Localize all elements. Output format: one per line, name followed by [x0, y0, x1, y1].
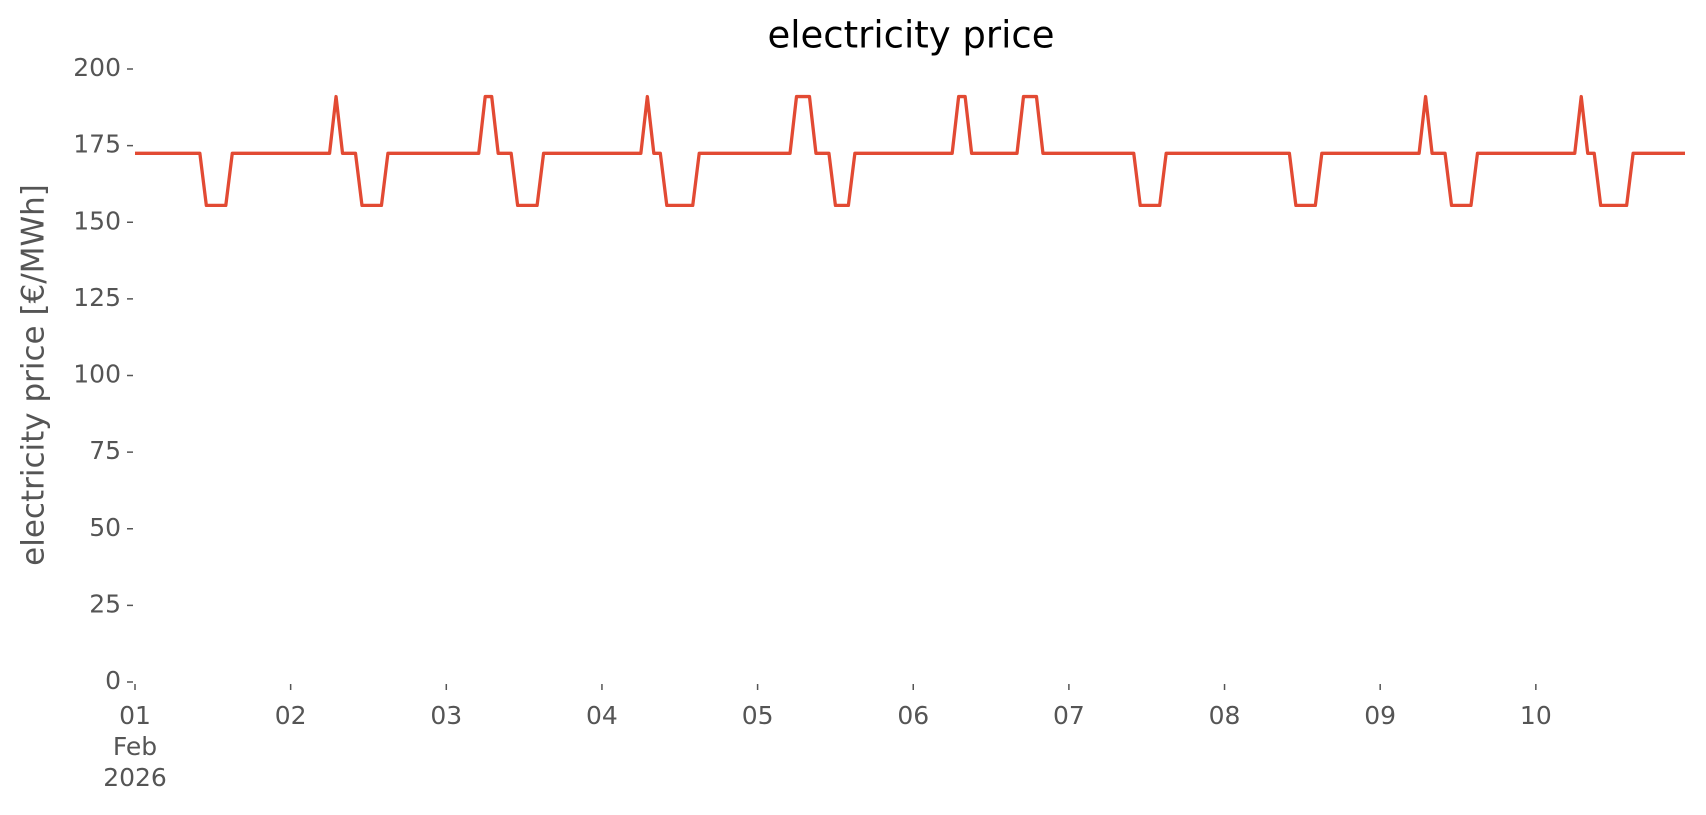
x-tick-label: 02 — [275, 701, 307, 730]
x-tick-label: 05 — [742, 701, 774, 730]
x-tick-label: 03 — [430, 701, 462, 730]
price-line — [135, 94, 1685, 208]
y-tick-label: 200 — [73, 53, 121, 82]
y-tick-label: 0 — [105, 666, 121, 695]
y-tick-label: 150 — [73, 206, 121, 235]
y-tick-label: 175 — [73, 130, 121, 159]
x-tick-label: 06 — [897, 701, 929, 730]
chart-title: electricity price — [767, 14, 1054, 57]
x-tick-label: 04 — [586, 701, 618, 730]
y-tick-label: 25 — [89, 589, 121, 618]
y-axis-label: electricity price [€/MWh] — [16, 184, 52, 566]
x-tick-label: 08 — [1209, 701, 1241, 730]
x-tick-label: 09 — [1364, 701, 1396, 730]
x-tick-label: 01 Feb 2026 — [103, 701, 167, 792]
y-tick-label: 50 — [89, 513, 121, 542]
y-tick-label: 100 — [73, 360, 121, 389]
y-tick-label: 75 — [89, 436, 121, 465]
x-tick-label: 07 — [1053, 701, 1085, 730]
y-tick-label: 125 — [73, 283, 121, 312]
x-tick-label: 10 — [1520, 701, 1552, 730]
